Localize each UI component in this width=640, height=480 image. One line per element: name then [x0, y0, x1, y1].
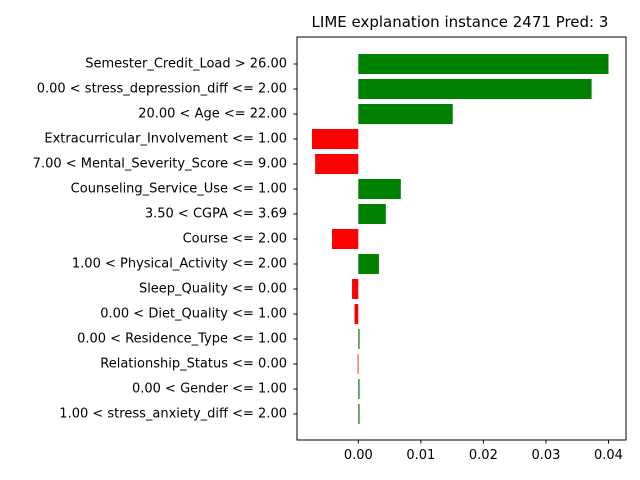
y-axis-ticks: Semester_Credit_Load > 26.00 0.00 < stres…: [33, 57, 297, 422]
y-tick-label: 20.00 < Age <= 22.00: [138, 107, 287, 122]
y-tick-label: Extracurricular_Involvement <= 1.00: [44, 132, 287, 147]
bar: [358, 404, 360, 424]
y-tick-label: 7.00 < Mental_Severity_Score <= 9.00: [33, 157, 287, 172]
bar: [358, 329, 360, 349]
bars-group: [312, 54, 609, 424]
x-tick-label: 0.03: [531, 448, 560, 463]
x-tick-label: 0.00: [344, 448, 373, 463]
bar: [358, 204, 386, 224]
y-tick-label: 0.00 < Gender <= 1.00: [132, 382, 287, 397]
y-tick-label: Course <= 2.00: [183, 232, 287, 247]
y-tick-label: 0.00 < stress_depression_diff <= 2.00: [37, 82, 287, 97]
chart-title: LIME explanation instance 2471 Pred: 3: [312, 13, 609, 31]
bar: [312, 129, 359, 149]
bar: [354, 304, 359, 324]
bar: [358, 54, 609, 74]
bar: [358, 179, 401, 199]
y-tick-label: Counseling_Service_Use <= 1.00: [71, 182, 287, 197]
y-tick-label: Relationship_Status <= 0.00: [100, 357, 287, 372]
bar: [358, 254, 379, 274]
bar: [332, 229, 359, 249]
bar: [357, 354, 359, 374]
bar: [358, 79, 592, 99]
y-tick-label: 1.00 < stress_anxiety_diff <= 2.00: [59, 407, 287, 422]
y-tick-label: Sleep_Quality <= 0.00: [139, 282, 287, 297]
y-tick-label: 0.00 < Residence_Type <= 1.00: [77, 332, 287, 347]
x-tick-label: 0.04: [594, 448, 623, 463]
y-tick-label: 1.00 < Physical_Activity <= 2.00: [72, 257, 287, 272]
bar: [358, 379, 360, 399]
bar: [315, 154, 359, 174]
y-tick-label: 0.00 < Diet_Quality <= 1.00: [100, 307, 287, 322]
x-axis-ticks: 0.00 0.01 0.02 0.03 0.04: [344, 440, 623, 463]
plot-area-frame: [296, 36, 627, 441]
x-tick-label: 0.02: [469, 448, 498, 463]
bar: [358, 104, 453, 124]
x-tick-label: 0.01: [406, 448, 435, 463]
y-tick-label: 3.50 < CGPA <= 3.69: [145, 207, 287, 222]
y-tick-label: Semester_Credit_Load > 26.00: [85, 57, 287, 72]
bar: [352, 279, 359, 299]
